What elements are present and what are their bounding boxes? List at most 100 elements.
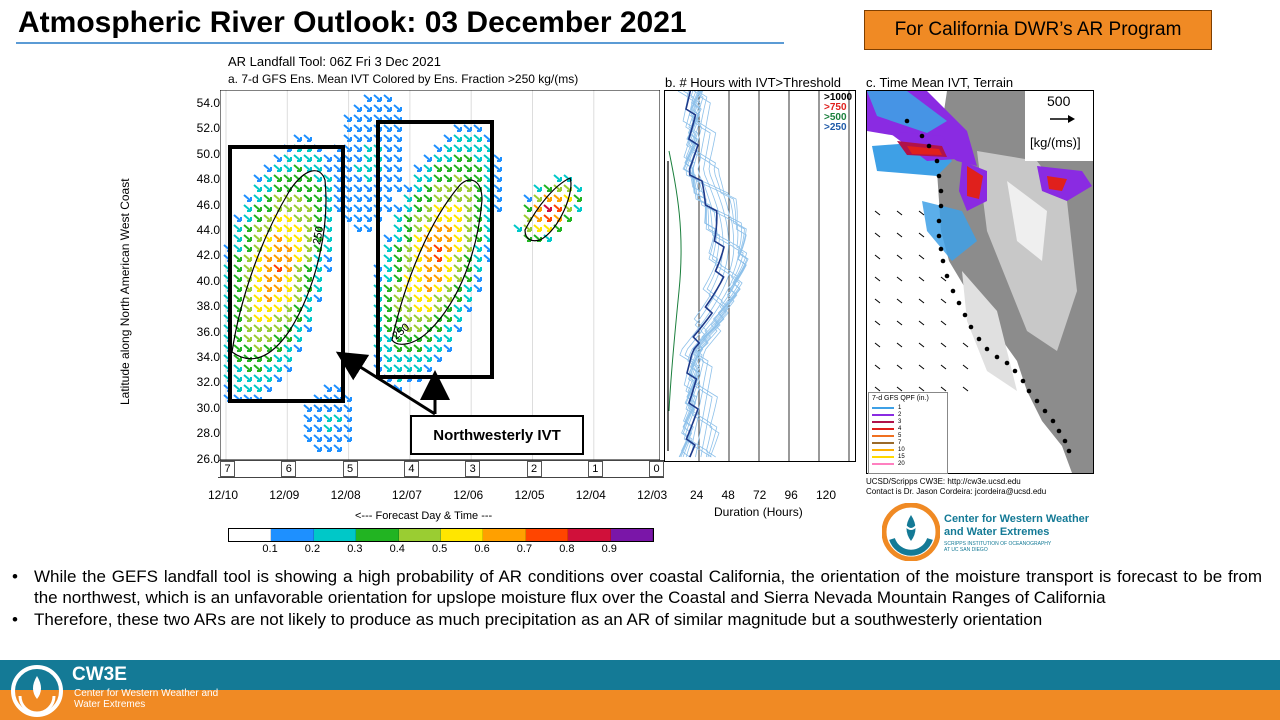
forecast-date-label: 12/04 [575,488,606,502]
colorbar-tick-label: 0.8 [559,543,575,555]
forecast-day-box: 1 [587,461,603,477]
lat-tick-label: 34.0 [196,350,220,364]
colorbar-tick-label: 0.4 [389,543,405,555]
bullet-item: • Therefore, these two ARs are not likely… [12,609,1262,630]
panel-a-title: AR Landfall Tool: 06Z Fri 3 Dec 2021 [228,54,441,69]
forecast-day-box: 3 [465,461,481,477]
colorbar-swatch [483,529,526,541]
footer-logo-icon [11,665,63,717]
bullet-text: While the GEFS landfall tool is showing … [34,567,1262,607]
bullet-text: Therefore, these two ARs are not likely … [34,610,1043,629]
duration-tick-label: 48 [721,488,735,502]
lat-tick-label: 42.0 [196,248,220,263]
terrain-map [867,91,1093,473]
lat-tick-label: 36.0 [196,324,220,339]
credit-url: UCSD/Scripps CW3E: http://cw3e.ucsd.edu [866,477,1021,486]
colorbar-tick-label: 0.3 [347,543,363,555]
lat-tick-label: 44.0 [196,223,220,237]
panel-b-title: b. # Hours with IVT>Threshold [665,75,841,90]
duration-lines [667,90,850,461]
colorbar-swatch [525,529,569,541]
lat-tick-label: 40.0 [196,273,220,288]
footer-short-name: CW3E [72,664,127,685]
lat-tick-label: 50.0 [196,146,220,161]
forecast-day-box: 2 [526,461,542,477]
panel-a-xlabel: <--- Forecast Day & Time --- [355,510,493,522]
threshold-legend-item: >750 [824,102,847,113]
footer-orange-band [0,690,1280,720]
forecast-day-box: 5 [342,461,358,477]
qpf-legend-item: 2 [869,411,947,418]
qpf-legend-item: 10 [869,446,947,453]
qpf-legend-item: 20 [869,460,947,467]
forecast-day-strip [218,460,664,478]
panel-a-ylabel: Latitude along North American West Coast [118,178,132,405]
forecast-date-label: 12/09 [269,488,300,502]
forecast-date-label: 12/03 [637,488,668,502]
logo-line-3: SCRIPPS INSTITUTION OF OCEANOGRAPHY [944,541,1052,547]
threshold-legend-item: >250 [824,122,847,133]
forecast-date-label: 12/08 [330,488,361,502]
forecast-date-label: 12/06 [453,488,484,502]
colorbar-swatch [398,529,442,541]
program-badge: For California DWR’s AR Program [864,10,1212,50]
qpf-legend-swatch [872,448,894,451]
qpf-legend-swatch [872,413,894,416]
ens-fraction-colorbar [228,528,654,542]
threshold-legend: >1000 >750 >500 >250 [824,93,852,133]
slide-title: Atmospheric River Outlook: 03 December 2… [18,6,687,39]
lat-tick-label: 26.0 [196,451,220,466]
qpf-legend-swatch [872,455,894,458]
qpf-legend-swatch [872,462,894,465]
qpf-legend-item: 4 [869,425,947,432]
forecast-day-box: 4 [403,461,419,477]
lat-tick-label: 54.0 [196,96,220,110]
colorbar-swatch [271,529,314,541]
logo-line-2: and Water Extremes [944,526,1050,538]
colorbar-swatch [313,529,357,541]
reference-vector-units: [kg/(ms)] [1030,135,1081,150]
qpf-legend-title: 7-d GFS QPF (in.) [872,395,929,402]
qpf-legend-swatch [872,427,894,430]
logo-line-4: AT UC SAN DIEGO [944,547,988,553]
callout-arrows [335,351,450,416]
panel-c-map [866,90,1094,474]
bullet-item: • While the GEFS landfall tool is showing… [12,567,1262,607]
colorbar-tick-label: 0.9 [601,543,617,555]
logo-line-1: Center for Western Weather [944,513,1090,525]
colorbar-tick-label: 0.6 [474,543,490,555]
colorbar-tick-label: 0.5 [432,543,448,555]
colorbar-swatch [441,529,484,541]
duration-tick-label: 24 [690,488,704,502]
credit-contact: Contact is Dr. Jason Cordeira: jcordeira… [866,487,1047,496]
threshold-legend-item: >1000 [824,92,853,103]
reference-vector-arrow [1050,115,1075,123]
lat-tick-label: 30.0 [196,400,220,415]
panel-a-subtitle: a. 7-d GFS Ens. Mean IVT Colored by Ens.… [228,72,579,86]
bullet-list: • While the GEFS landfall tool is showing… [12,566,1262,631]
reference-vector-value: 500 [1047,93,1071,109]
qpf-legend-item: 5 [869,432,947,439]
panel-b-plot [664,90,856,462]
forecast-date-label: 12/10 [208,488,239,502]
ar-highlight-frame-1 [228,145,345,403]
duration-tick-label: 72 [753,488,767,502]
lat-tick-label: 52.0 [196,121,220,136]
footer-bar: CW3E Center for Western Weather and Wate… [0,660,1280,720]
colorbar-swatch [568,529,611,541]
qpf-legend-swatch [872,406,894,409]
qpf-legend-item: 7 [869,439,947,446]
title-underline [16,42,784,44]
panel-b-xlabel: Duration (Hours) [714,505,803,519]
contour-label: 250 [311,225,326,245]
cw3e-logo-icon [882,503,940,561]
footer-blue-band [0,660,1280,690]
colorbar-tick-label: 0.2 [304,543,321,555]
footer-full-name: Center for Western Weather and Water Ext… [74,688,219,710]
colorbar-swatch [610,529,654,541]
qpf-legend-item: 1 [869,404,947,411]
duration-tick-label: 96 [784,488,798,502]
cw3e-logo: Center for Western Weather and Water Ext… [882,503,1089,563]
panel-c-title: c. Time Mean IVT, Terrain [866,75,1014,90]
forecast-day-box: 7 [220,461,235,477]
